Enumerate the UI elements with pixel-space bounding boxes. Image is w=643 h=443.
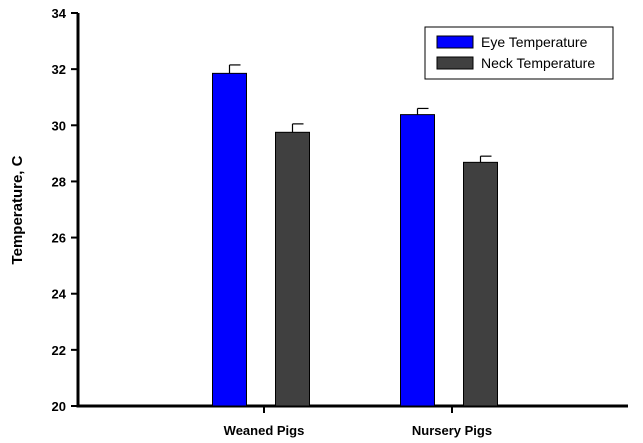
bar: [400, 114, 435, 407]
y-tick-label: 30: [52, 118, 66, 133]
legend-label: Neck Temperature: [481, 55, 595, 71]
y-axis: 20 22 24 26 28 30 32 34: [52, 6, 80, 414]
y-tick-label: 28: [52, 174, 66, 189]
x-axis: Weaned Pigs Nursery Pigs: [76, 404, 628, 438]
y-axis-title: Temperature, C: [9, 155, 26, 264]
y-tick-label: 26: [52, 231, 66, 246]
bar: [212, 72, 247, 407]
bar: [275, 131, 310, 407]
x-category-label: Weaned Pigs: [224, 423, 305, 438]
legend-swatch: [436, 56, 474, 70]
bar: [463, 161, 498, 407]
legend-swatch: [436, 35, 474, 49]
legend-label: Eye Temperature: [481, 34, 588, 50]
y-tick-label: 32: [52, 62, 66, 77]
legend: Eye Temperature Neck Temperature: [424, 26, 614, 80]
y-tick-label: 20: [52, 399, 66, 414]
x-category-label: Nursery Pigs: [412, 423, 492, 438]
y-tick-label: 24: [52, 287, 67, 302]
y-tick-label: 22: [52, 343, 66, 358]
bars: [212, 64, 498, 407]
y-tick-label: 34: [52, 6, 67, 21]
